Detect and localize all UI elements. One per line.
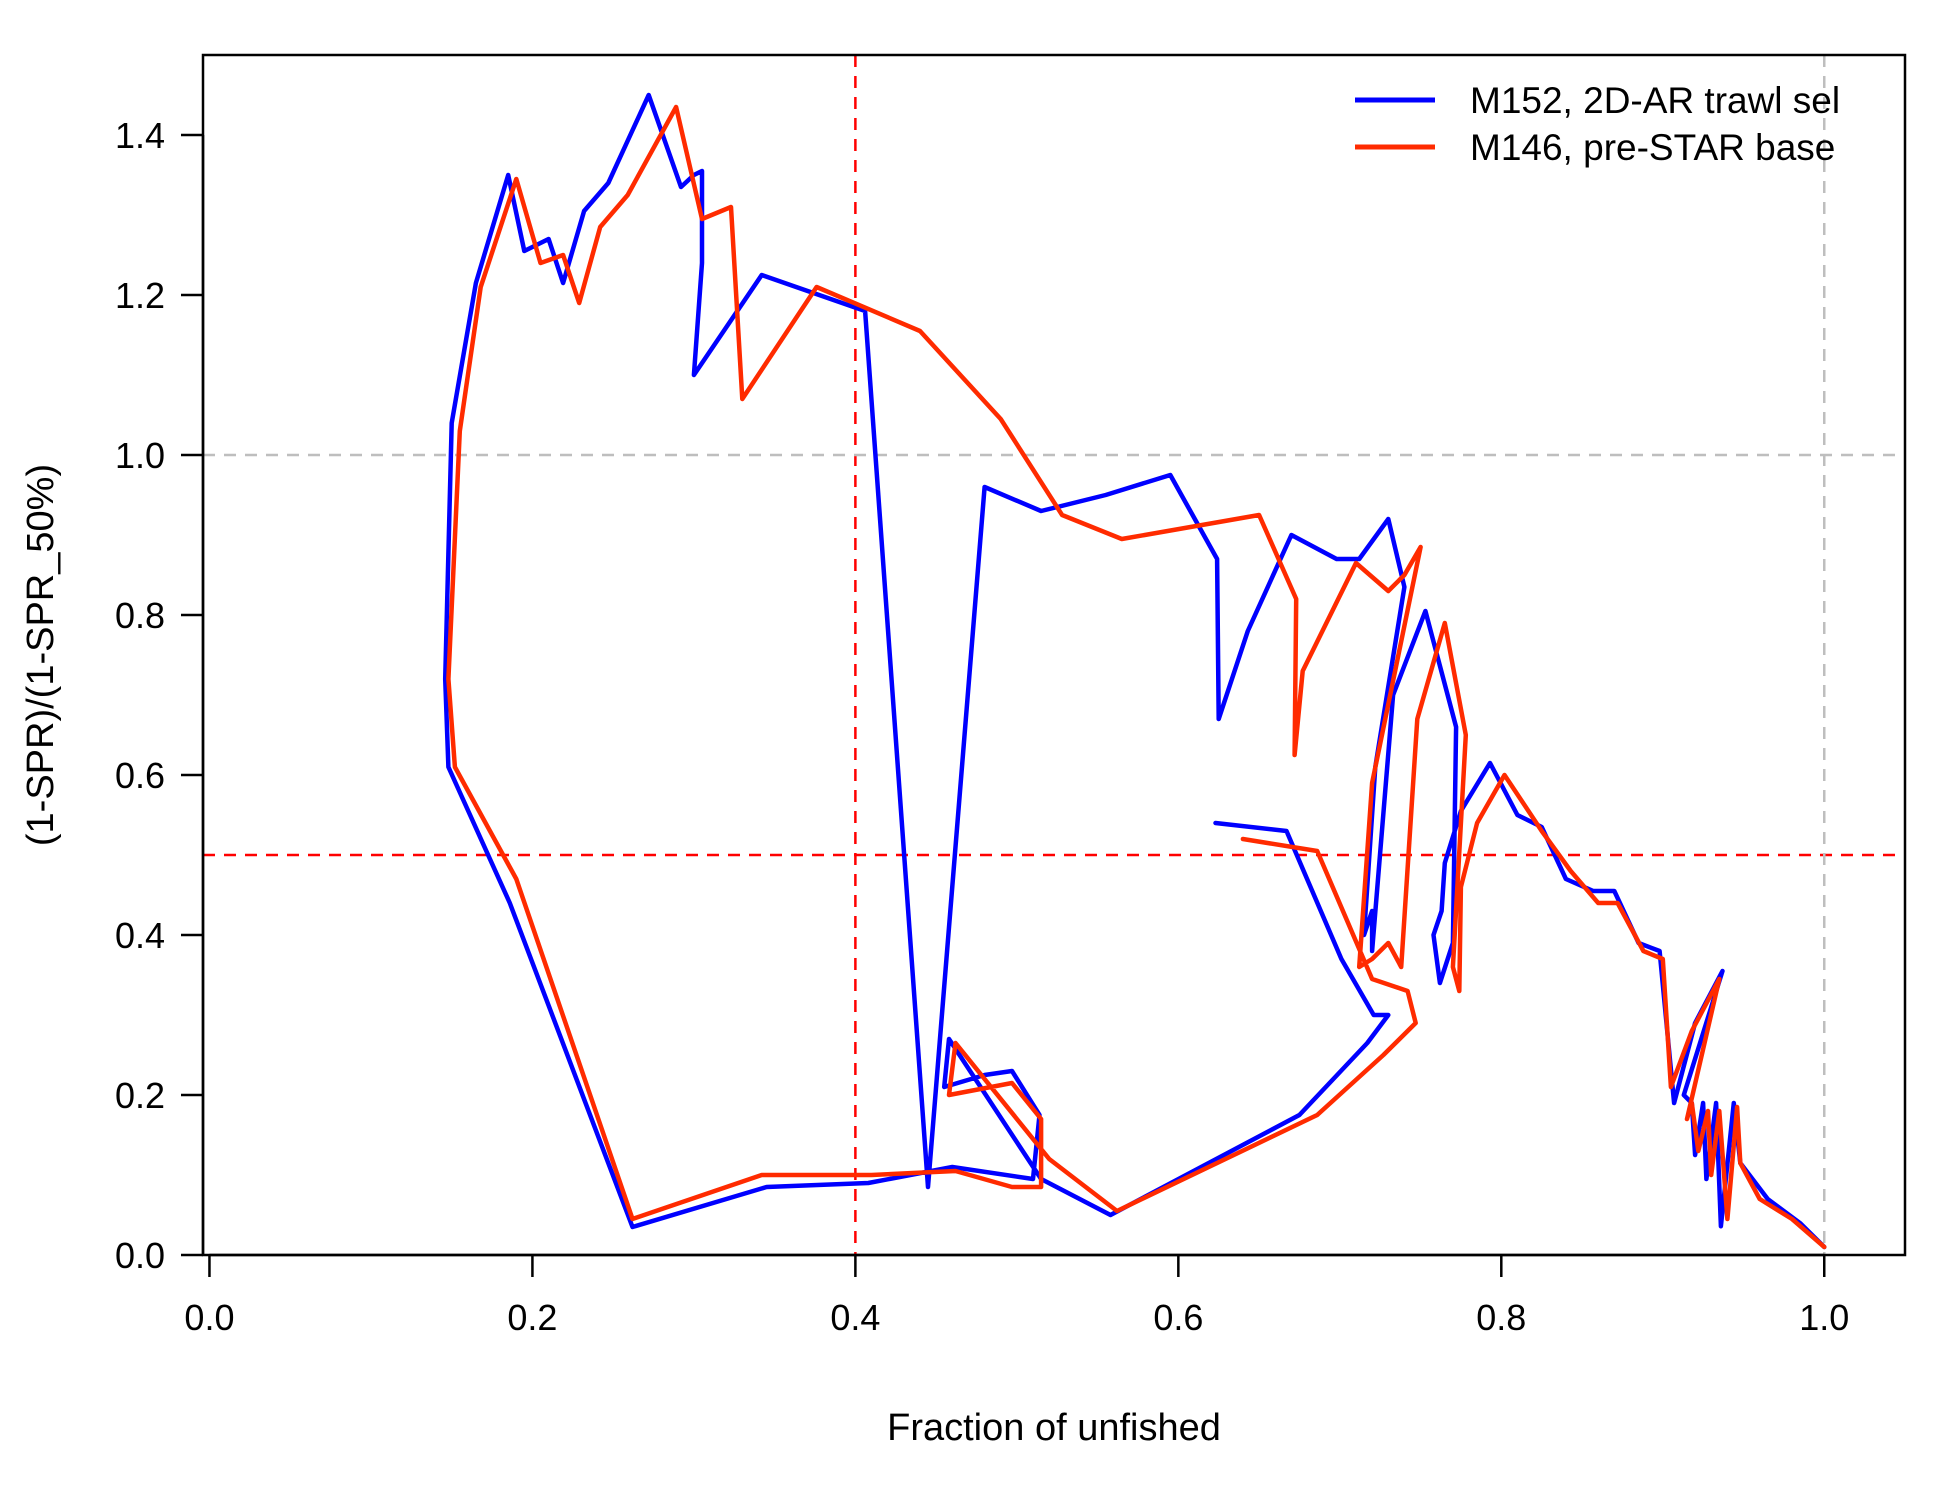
x-axis: 0.0 0.2 0.4 0.6 0.8 1.0 [184, 1253, 1849, 1338]
y-tick-label: 0.8 [115, 595, 165, 636]
y-tick-label: 0.0 [115, 1235, 165, 1276]
series-line-0 [442, 92, 1827, 1250]
y-tick-label: 1.2 [115, 275, 165, 316]
series-line-1 [446, 104, 1827, 1250]
legend-label-1: M146, pre-STAR base [1470, 127, 1835, 168]
y-tick-label: 0.2 [115, 1075, 165, 1116]
legend: M152, 2D-AR trawl sel M146, pre-STAR base [1355, 80, 1840, 168]
x-tick-label: 1.0 [1799, 1297, 1849, 1338]
x-tick-label: 0.4 [830, 1297, 880, 1338]
y-axis: 0.0 0.2 0.4 0.6 0.8 1.0 1.2 1.4 [115, 115, 205, 1276]
plot-frame [201, 53, 1907, 1257]
legend-label-0: M152, 2D-AR trawl sel [1470, 80, 1840, 121]
y-axis-label: (1-SPR)/(1-SPR_50%) [20, 464, 62, 846]
y-tick-label: 0.4 [115, 915, 165, 956]
x-tick-label: 0.2 [507, 1297, 557, 1338]
y-tick-label: 0.6 [115, 755, 165, 796]
x-tick-label: 0.6 [1153, 1297, 1203, 1338]
series-lines [442, 92, 1827, 1250]
x-axis-label: Fraction of unfished [887, 1407, 1221, 1449]
x-tick-label: 0.0 [184, 1297, 234, 1338]
y-tick-label: 1.4 [115, 115, 165, 156]
reference-lines [203, 55, 1905, 1255]
x-tick-label: 0.8 [1476, 1297, 1526, 1338]
y-tick-label: 1.0 [115, 435, 165, 476]
